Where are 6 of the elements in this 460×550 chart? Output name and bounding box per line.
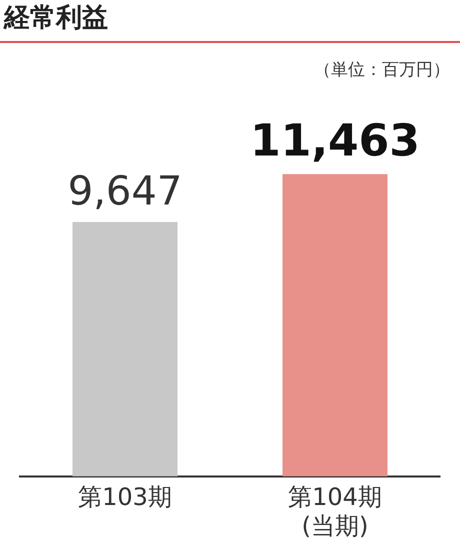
data-label: 11,463 [250,116,420,167]
chart-subtitle: （単位：百万円） [314,59,450,81]
data-label: 9,647 [68,168,182,214]
x-tick-label: 第104期 (当期) [288,483,382,540]
x-tick-label: 第103期 [78,483,172,512]
chart-title: 経常利益 [4,2,108,35]
